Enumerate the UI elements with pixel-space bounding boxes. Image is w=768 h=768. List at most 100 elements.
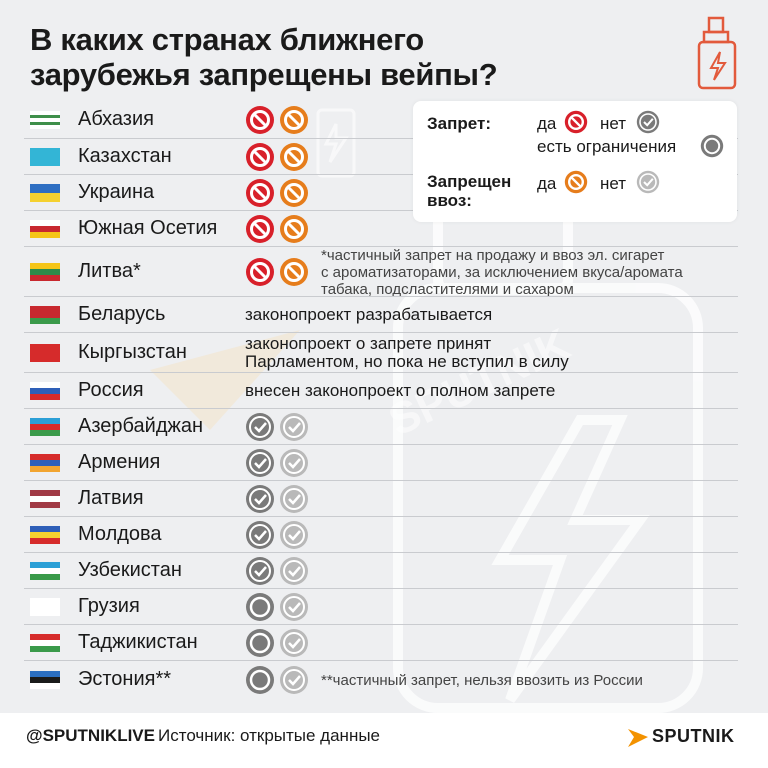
country-name: Эстония** xyxy=(78,668,172,690)
check-circle-icon xyxy=(246,449,274,477)
legend-box: Запрет: да нет есть ограничения Запрещен… xyxy=(413,101,737,222)
brand-name: SPUTNIK xyxy=(652,726,735,746)
check-light-circle-icon xyxy=(636,170,660,194)
page-title: В каких странах ближнего зарубежья запре… xyxy=(30,22,590,92)
check-circle-icon xyxy=(246,521,274,549)
check-circle-icon xyxy=(636,110,660,134)
flag-icon xyxy=(30,111,60,129)
table-row: Эстония** **частичный запрет, нельзя ввоз… xyxy=(24,660,738,698)
status-note-line: внесен законопроект о полном запрете xyxy=(245,381,556,400)
status-icons xyxy=(245,412,315,442)
footnote-text: *частичный запрет на продажу и ввоз эл. … xyxy=(321,247,683,298)
country-name: Беларусь xyxy=(78,303,166,325)
country-name: Молдова xyxy=(78,523,162,545)
table-row: Украина xyxy=(24,174,738,210)
check-circle-icon xyxy=(246,485,274,513)
footnote-line: *частичный запрет на продажу и ввоз эл. … xyxy=(321,246,665,264)
country-name: Литва* xyxy=(78,260,141,282)
table-row: Беларусь законопроект разрабатывается xyxy=(24,296,738,332)
check-light-circle-icon xyxy=(280,485,308,513)
country-name: Украина xyxy=(78,181,155,203)
import-prohibited-icon xyxy=(280,179,308,207)
country-name: Азербайджан xyxy=(78,415,204,437)
flag-icon xyxy=(30,184,60,202)
country-name: Россия xyxy=(78,379,144,401)
flag-icon xyxy=(30,263,60,281)
social-handle[interactable]: @SPUTNIKLIVE xyxy=(26,726,155,745)
check-light-circle-icon xyxy=(280,593,308,621)
legend-restricted: есть ограничения xyxy=(537,137,677,156)
status-icons xyxy=(245,178,315,208)
check-circle-icon xyxy=(246,557,274,585)
flag-icon xyxy=(30,382,60,400)
flag-icon xyxy=(30,490,60,508)
import-prohibited-icon xyxy=(280,215,308,243)
flag-icon xyxy=(30,562,60,580)
status-icons xyxy=(245,214,315,244)
flag-icon xyxy=(30,418,60,436)
country-name: Латвия xyxy=(78,487,144,509)
flag-icon xyxy=(30,598,60,616)
check-circle-icon xyxy=(246,413,274,441)
check-light-circle-icon xyxy=(280,413,308,441)
status-note: внесен законопроект о полном запрете xyxy=(245,382,555,400)
flag-icon xyxy=(30,454,60,472)
table-row: Молдова xyxy=(24,516,738,552)
table-row: Азербайджан xyxy=(24,408,738,444)
table-row: Кыргызстан законопроект о запрете принят П… xyxy=(24,332,738,372)
status-icons xyxy=(245,142,315,172)
country-name: Узбекистан xyxy=(78,559,182,581)
country-name: Армения xyxy=(78,451,161,473)
table-row: Грузия xyxy=(24,588,738,624)
import-prohibited-icon xyxy=(564,170,588,194)
ring-circle-icon xyxy=(700,134,724,158)
status-icons xyxy=(245,592,315,622)
status-note-line: законопроект о запрете принят xyxy=(245,334,492,353)
country-name: Казахстан xyxy=(78,145,172,167)
flag-icon xyxy=(30,220,60,238)
prohibited-circle-icon xyxy=(246,215,274,243)
table-row: Узбекистан xyxy=(24,552,738,588)
import-prohibited-icon xyxy=(280,143,308,171)
check-light-circle-icon xyxy=(280,629,308,657)
table-row: Россия внесен законопроект о полном запре… xyxy=(24,372,738,408)
flag-icon xyxy=(30,306,60,324)
check-light-circle-icon xyxy=(280,449,308,477)
status-note: законопроект о запрете принят Парламентом… xyxy=(245,335,569,371)
flag-icon xyxy=(30,634,60,652)
ring-circle-icon xyxy=(246,629,274,657)
legend-import-yes: да xyxy=(537,174,557,193)
table-row: Латвия xyxy=(24,480,738,516)
table-row: Таджикистан xyxy=(24,624,738,660)
footnote-line: с ароматизаторами, за исключением вкуса/… xyxy=(321,263,683,281)
title-line-1: В каких странах ближнего xyxy=(30,22,424,57)
vape-device-icon xyxy=(697,16,737,90)
import-prohibited-icon xyxy=(280,106,308,134)
legend-ban-no: нет xyxy=(600,114,627,133)
flag-icon xyxy=(30,148,60,166)
status-note-line: законопроект разрабатывается xyxy=(245,305,493,324)
check-light-circle-icon xyxy=(280,666,308,694)
prohibited-circle-icon xyxy=(246,179,274,207)
table-row: Казахстан xyxy=(24,138,738,174)
status-note: законопроект разрабатывается xyxy=(245,306,492,324)
country-name: Кыргызстан xyxy=(78,341,187,363)
status-icons xyxy=(245,105,315,135)
country-name: Южная Осетия xyxy=(78,217,218,239)
status-icons xyxy=(245,520,315,550)
prohibited-circle-icon xyxy=(564,110,588,134)
country-name: Таджикистан xyxy=(78,631,198,653)
status-icons xyxy=(245,484,315,514)
table-row: Абхазия xyxy=(24,102,738,138)
prohibited-circle-icon xyxy=(246,143,274,171)
legend-ban-yes: да xyxy=(537,114,557,133)
country-name: Абхазия xyxy=(78,108,154,130)
flag-icon xyxy=(30,344,60,362)
check-light-circle-icon xyxy=(280,557,308,585)
watermark-arrow xyxy=(150,330,300,430)
import-prohibited-icon xyxy=(280,258,308,286)
legend-import-label: Запрещен ввоз: xyxy=(427,172,512,210)
status-icons xyxy=(245,556,315,586)
ring-circle-icon xyxy=(246,593,274,621)
